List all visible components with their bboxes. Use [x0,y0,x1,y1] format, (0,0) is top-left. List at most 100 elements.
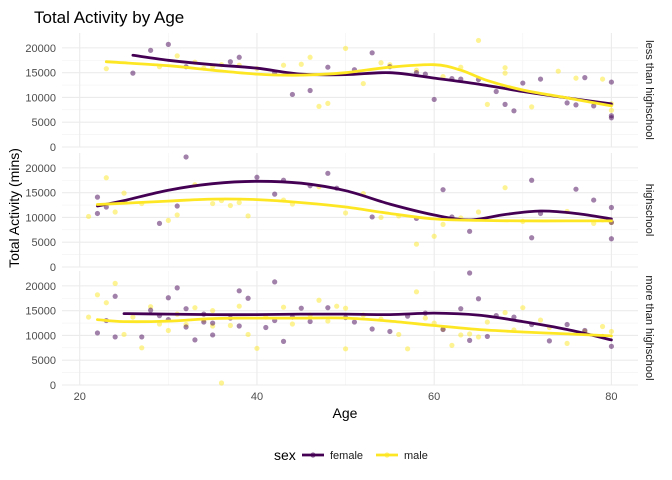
male-point [342,210,349,216]
male-point [555,68,561,74]
female-point [307,318,313,325]
male-point [502,65,508,71]
male-point [165,217,171,224]
female-point [263,324,269,331]
female-point [183,324,189,330]
male-point [396,331,402,338]
female-point [298,305,304,311]
male-point [227,322,233,329]
male-point [484,101,490,107]
male-point [307,54,313,60]
x-tick-label: 80 [605,391,617,403]
facet-panel: 0 5000 10000 15000 20000 more than highschool [25,270,655,392]
male-point [413,241,420,247]
male-point [112,209,118,215]
female-point [139,334,145,340]
female-point [201,319,207,325]
female-point [493,88,499,95]
female-point [148,307,154,313]
male-point [316,103,322,109]
male-point [502,310,508,316]
male-point [174,212,180,218]
female-point [591,103,597,109]
female-point [564,321,570,328]
female-point [591,197,597,203]
female-point [245,295,251,301]
facet-panels: 0 5000 10000 15000 20000 less than highschool… [25,33,655,392]
female-point [280,338,287,344]
male-point [103,300,109,306]
legend-label-male: male [404,450,428,462]
female-point [94,330,101,336]
male-point [440,221,446,227]
male-point [475,37,482,44]
male-point [103,175,109,181]
male-point [484,319,490,325]
female-point [440,326,446,333]
female-point [573,186,579,192]
male-point [316,297,322,303]
male-point [502,70,508,76]
male-point [360,80,366,87]
male-point [449,342,455,348]
y-tick-label: 20000 [25,43,56,55]
male-point [325,318,331,324]
female-point [325,305,331,311]
male-point [218,380,225,386]
female-point [475,296,482,302]
y-tick-label: 20000 [25,281,56,293]
female-point [307,87,313,94]
male-point [529,104,535,110]
male-point [342,45,349,51]
male-point [94,292,101,298]
male-point [236,303,242,309]
male-point [192,305,198,311]
female-smooth-line [96,179,613,222]
facet-panel: 0 5000 10000 15000 20000 less than highschool [25,33,655,154]
male-point [112,280,118,286]
male-point [405,346,411,352]
male-point [254,345,260,351]
female-point [608,204,615,211]
legend-key-female-point [310,452,316,458]
y-tick-label: 0 [50,262,56,274]
female-point [236,288,242,294]
x-tick-label: 60 [428,391,440,403]
female-point [608,113,615,119]
female-point [236,323,242,329]
legend-label-female: female [330,450,363,462]
female-point [272,279,278,285]
male-point [165,327,171,334]
y-tick-label: 15000 [25,306,56,318]
female-point [431,96,437,103]
female-point [608,343,615,349]
female-point [254,174,260,180]
male-point [245,213,251,219]
female-point [236,54,242,60]
male-point [236,199,242,206]
male-smooth-line [96,197,613,223]
female-point [174,285,180,291]
female-point [183,306,189,312]
female-point [564,100,570,106]
female-point [484,333,490,340]
facet-strip-label: highschool [643,184,655,237]
female-point [546,338,552,344]
male-point [210,308,216,314]
male-point [280,304,287,310]
female-point [94,194,101,200]
male-point [431,233,437,239]
female-point [573,102,579,108]
female-point [112,293,118,299]
male-point [422,315,428,321]
y-tick-label: 5000 [32,355,56,367]
male-point [564,340,570,346]
male-point [325,100,331,106]
female-point [369,326,375,332]
y-tick-label: 0 [50,380,56,392]
x-tick-label: 40 [251,391,263,403]
y-tick-label: 10000 [25,212,56,224]
panel-background [62,33,638,147]
female-point [608,236,615,242]
